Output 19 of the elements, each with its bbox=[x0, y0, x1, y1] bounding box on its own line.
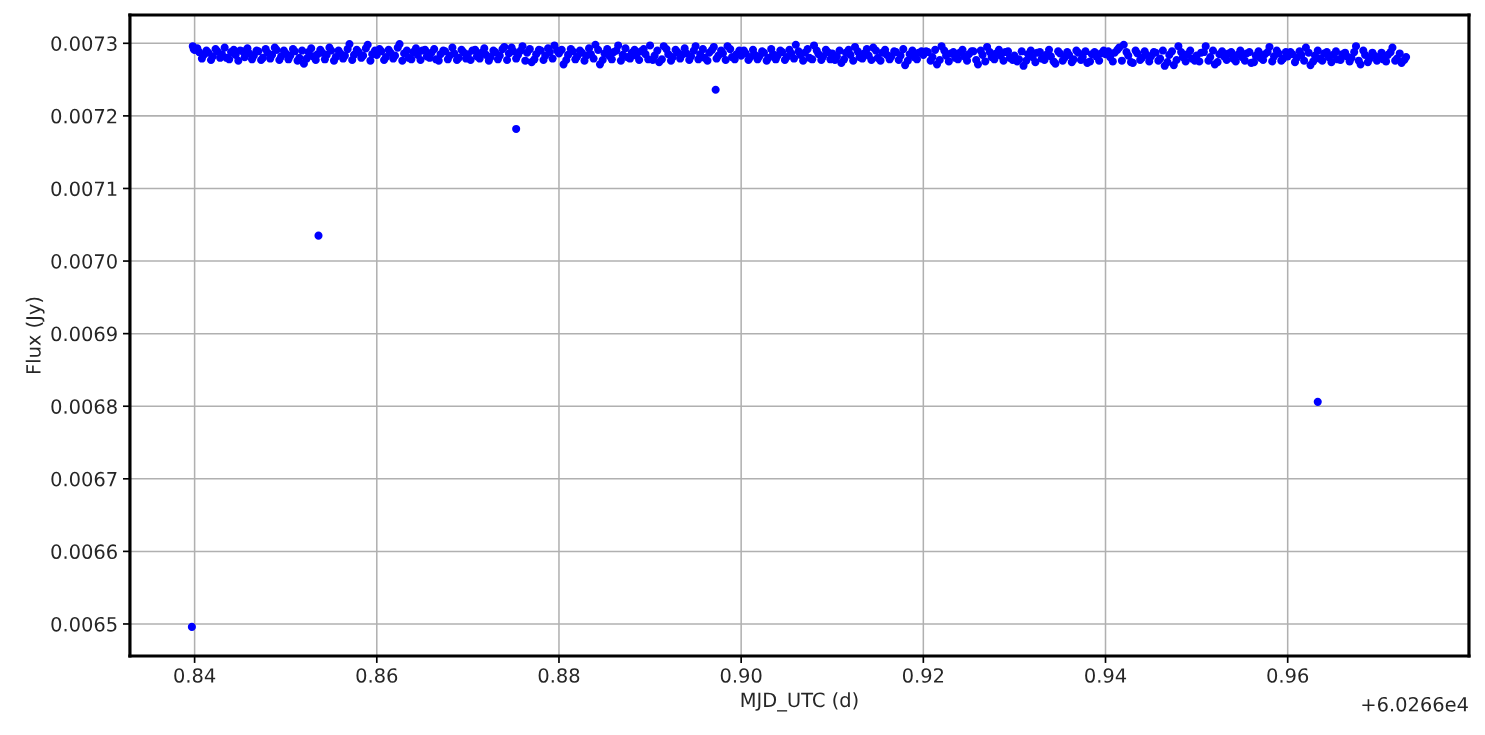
text: +6.0266e4 bbox=[1362, 696, 1468, 712]
y-tick-label: 0.0069 bbox=[51, 326, 117, 342]
y-tick-label: 0.0070 bbox=[51, 254, 117, 269]
y-tick-label: 0.0065 bbox=[51, 616, 117, 632]
y-tick-label: 0.0071 bbox=[51, 181, 117, 197]
y-tick-label: 0.0066 bbox=[51, 544, 117, 560]
y-tick-label: 0.0067 bbox=[51, 471, 117, 487]
y-axis-title: Flux (Jy) bbox=[25, 297, 45, 374]
y-tick-label: 0.0073 bbox=[51, 36, 117, 51]
x-axis-title: MJD_UTC (d) bbox=[741, 692, 858, 712]
x-tick-label: 0.92 bbox=[902, 668, 944, 683]
x-tick-label: 0.94 bbox=[1085, 668, 1127, 683]
x-tick-label: 0.84 bbox=[174, 668, 216, 683]
x-tick-label: 0.96 bbox=[1267, 668, 1309, 683]
x-tick-label: 0.90 bbox=[720, 668, 762, 683]
x-tick-label: 0.88 bbox=[538, 668, 580, 683]
y-tick-label: 0.0068 bbox=[51, 399, 117, 414]
y-tick-label: 0.0072 bbox=[51, 108, 117, 124]
x-tick-label: 0.86 bbox=[356, 668, 398, 683]
